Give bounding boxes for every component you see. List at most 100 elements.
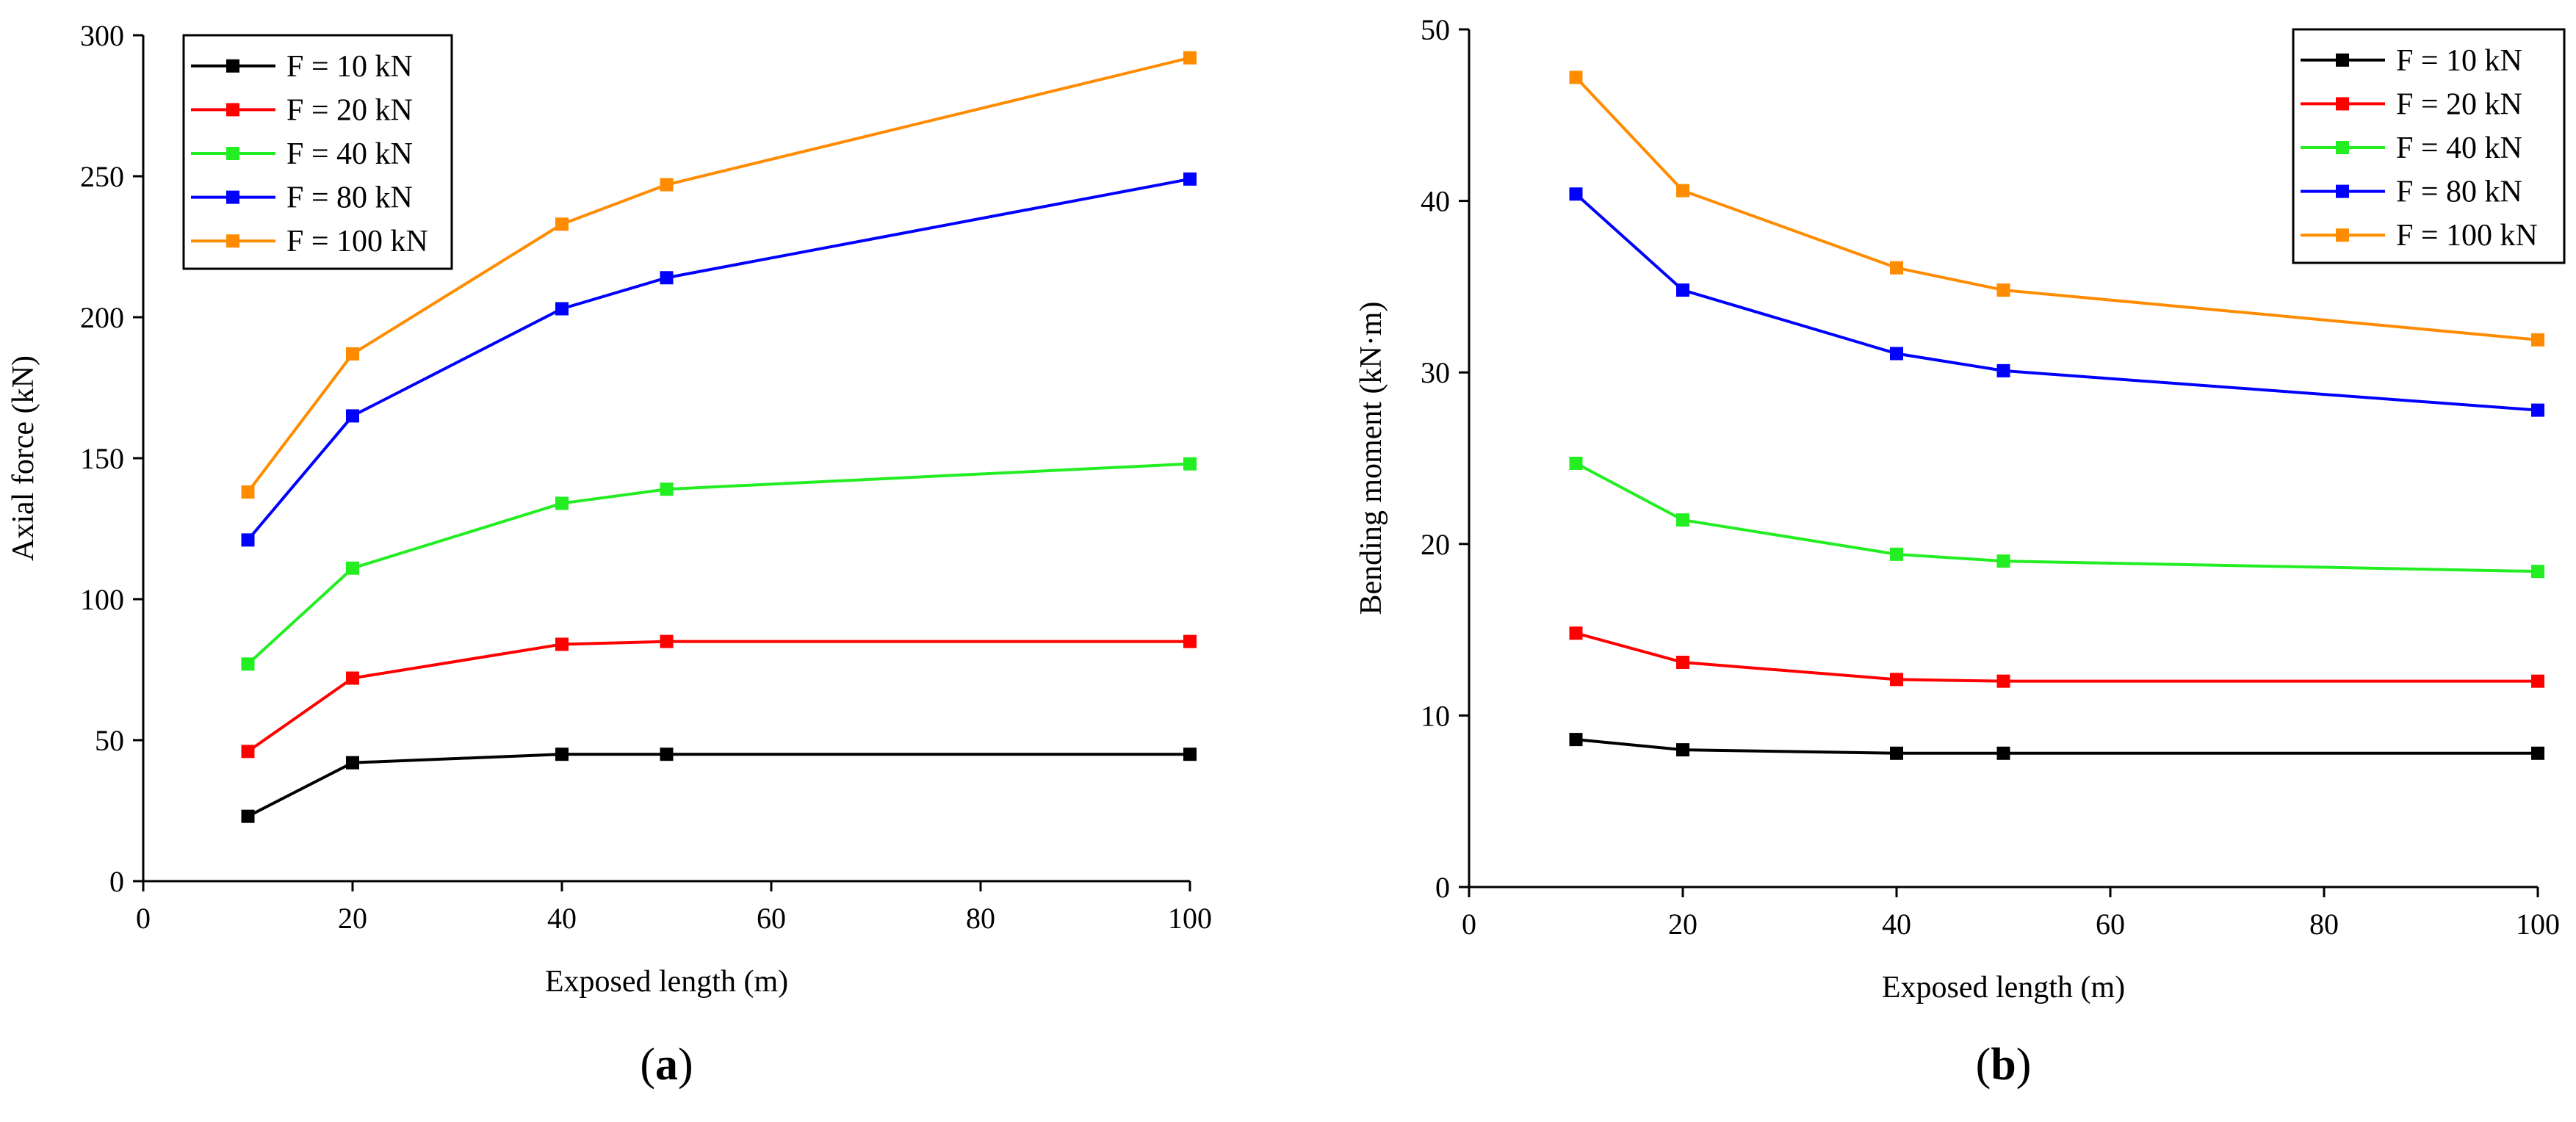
x-tick-label: 80 <box>966 902 995 935</box>
data-point <box>660 748 674 761</box>
legend-label: F = 20 kN <box>2396 87 2522 121</box>
data-point <box>241 745 255 759</box>
series-line-3 <box>1575 462 2539 573</box>
data-point <box>1676 184 1689 198</box>
data-point <box>555 637 569 651</box>
data-point <box>241 809 255 823</box>
legend-marker <box>226 190 239 204</box>
data-point <box>2531 565 2544 579</box>
legend-label: F = 40 kN <box>2396 131 2522 165</box>
x-tick-label: 20 <box>1668 908 1698 941</box>
y-tick-label: 40 <box>1421 185 1450 218</box>
y-tick-label: 300 <box>80 19 124 52</box>
x-tick-label: 40 <box>547 902 577 935</box>
data-point <box>1569 70 1583 84</box>
panel-label-close-paren: ) <box>678 1040 693 1090</box>
data-point <box>1183 457 1197 471</box>
x-tick-label: 0 <box>136 902 151 935</box>
data-point <box>346 409 359 423</box>
y-tick-label: 200 <box>80 301 124 334</box>
data-point <box>1569 457 1583 471</box>
data-point <box>1183 634 1197 648</box>
legend-label: F = 80 kN <box>286 181 413 215</box>
series-line-2 <box>1575 631 2538 683</box>
data-point <box>346 347 359 361</box>
data-point <box>2531 403 2544 417</box>
x-axis-title: Exposed length (m) <box>1882 971 2125 1005</box>
data-point <box>1183 172 1197 186</box>
series-line-1 <box>247 753 1190 818</box>
data-point <box>2531 746 2544 760</box>
legend-marker <box>226 103 239 117</box>
data-point <box>1890 261 1903 275</box>
x-tick-label: 100 <box>2516 908 2560 941</box>
panel-label-open-paren: ( <box>640 1040 655 1090</box>
legend-label: F = 40 kN <box>286 137 413 171</box>
data-point <box>241 485 255 499</box>
x-tick-label: 60 <box>757 902 786 935</box>
chart-panel-b: 0 20 40 60 80 100 0 10 20 30 40 50 Exposed length (m… <box>1354 13 2566 1090</box>
data-point <box>241 533 255 547</box>
data-point <box>1569 187 1583 201</box>
data-point <box>1676 283 1689 297</box>
panel-label: (a) <box>640 1040 693 1090</box>
x-tick-label: 0 <box>1462 908 1476 941</box>
x-tick-label: 60 <box>2096 908 2125 941</box>
legend-marker <box>2336 184 2349 198</box>
y-tick-label: 100 <box>80 583 124 616</box>
y-axis-title: Axial force (kN) <box>7 355 40 561</box>
legend-label: F = 10 kN <box>2396 44 2522 78</box>
x-axis-title: Exposed length (m) <box>545 965 788 999</box>
legend-marker <box>226 59 239 73</box>
data-point <box>660 178 674 192</box>
chart-panel-a: 0 20 40 60 80 100 0 50 100 150 200 250 300 Exposed le… <box>7 19 1212 1090</box>
series-line-3 <box>247 462 1191 665</box>
y-axis-title: Bending moment (kN·m) <box>1354 302 1388 615</box>
x-tick-label: 100 <box>1168 902 1212 935</box>
data-point <box>1569 626 1583 640</box>
data-point <box>660 482 674 496</box>
y-tick-label: 0 <box>1435 871 1450 904</box>
data-point <box>1676 513 1689 527</box>
data-point <box>1890 347 1903 361</box>
data-point <box>1676 655 1689 669</box>
data-point <box>660 634 674 648</box>
y-tick-label: 10 <box>1421 699 1450 732</box>
data-point <box>346 756 359 770</box>
data-point <box>555 748 569 761</box>
legend-marker <box>2336 141 2349 154</box>
y-tick-label: 250 <box>80 160 124 193</box>
y-tick-label: 150 <box>80 442 124 475</box>
data-point <box>1996 363 2010 377</box>
panel-label-close-paren: ) <box>2016 1040 2032 1090</box>
x-tick-label: 20 <box>338 902 367 935</box>
y-tick-label: 50 <box>1421 13 1450 46</box>
data-point <box>1996 283 2010 297</box>
data-point <box>346 561 359 575</box>
y-tick-label: 50 <box>95 724 124 757</box>
panel-label-letter: b <box>1991 1040 2016 1090</box>
data-point <box>2531 674 2544 688</box>
panel-label-open-paren: ( <box>1976 1040 1991 1090</box>
x-tick-label: 40 <box>1882 908 1911 941</box>
legend-marker <box>2336 228 2349 242</box>
data-point <box>241 657 255 671</box>
data-point <box>1996 674 2010 688</box>
data-point <box>1890 547 1903 561</box>
data-point <box>1890 746 1903 760</box>
data-point <box>2531 333 2544 347</box>
panel-label-letter: a <box>655 1040 678 1090</box>
legend-marker <box>2336 97 2349 111</box>
legend-label: F = 10 kN <box>286 50 413 84</box>
data-point <box>1183 748 1197 761</box>
data-point <box>555 217 569 231</box>
y-tick-label: 0 <box>109 865 124 898</box>
data-point <box>555 302 569 316</box>
data-point <box>1996 746 2010 760</box>
data-point <box>1676 743 1689 757</box>
legend-marker <box>226 234 239 248</box>
legend-label: F = 100 kN <box>2396 219 2538 253</box>
series-line-2 <box>247 640 1190 753</box>
y-tick-label: 20 <box>1421 528 1450 561</box>
